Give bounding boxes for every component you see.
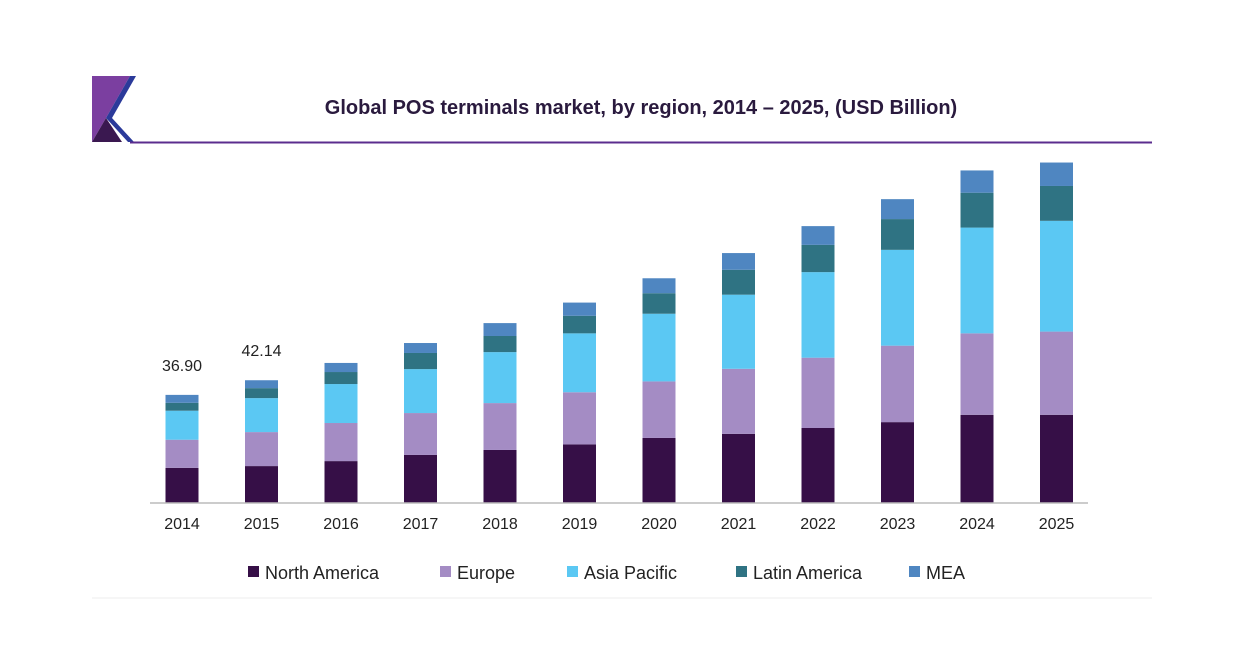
bar-segment-mea-2022 <box>801 226 835 245</box>
bar-segment-north-america-2020 <box>642 437 676 503</box>
x-tick-label: 2021 <box>721 516 757 533</box>
bar-segment-europe-2023 <box>881 345 914 423</box>
legend-label: Latin America <box>753 563 863 583</box>
bar-segment-asia-pacific-2016 <box>324 384 358 424</box>
bar-segment-north-america-2024 <box>960 414 994 503</box>
bar-segment-north-america-2023 <box>881 422 914 503</box>
bar-segment-europe-2025 <box>1040 331 1073 415</box>
bar-segment-latin-america-2015 <box>245 388 278 399</box>
bar-segment-mea-2024 <box>960 170 994 193</box>
bar-segment-mea-2020 <box>642 278 676 294</box>
bar-segment-asia-pacific-2017 <box>404 369 437 414</box>
bar-segment-north-america-2017 <box>404 454 437 503</box>
bar-segment-mea-2015 <box>245 380 278 389</box>
bar-segment-mea-2019 <box>563 302 596 316</box>
bar-segment-mea-2021 <box>722 253 755 270</box>
bar-segment-europe-2021 <box>722 368 755 434</box>
bar-segment-north-america-2018 <box>483 449 517 503</box>
bar-segment-europe-2014 <box>165 439 199 468</box>
x-tick-label: 2023 <box>880 516 916 533</box>
legend-swatch <box>440 566 451 577</box>
x-tick-label: 2017 <box>403 516 439 533</box>
x-tick-label: 2014 <box>164 516 200 533</box>
bar-segment-latin-america-2021 <box>722 269 755 295</box>
bar-segment-asia-pacific-2023 <box>881 249 914 346</box>
bar-segment-europe-2018 <box>483 403 517 450</box>
bar-segment-north-america-2019 <box>563 444 596 503</box>
bar-segment-europe-2015 <box>245 432 278 467</box>
legend-swatch <box>567 566 578 577</box>
bar-segment-asia-pacific-2022 <box>801 272 835 358</box>
legend-swatch <box>736 566 747 577</box>
x-tick-label: 2016 <box>323 516 359 533</box>
bar-segment-europe-2020 <box>642 381 676 438</box>
bar-segment-north-america-2014 <box>165 467 199 503</box>
bar-segment-europe-2016 <box>324 423 358 462</box>
bar-segment-latin-america-2016 <box>324 372 358 385</box>
data-label: 42.14 <box>241 343 281 360</box>
chart-title: Global POS terminals market, by region, … <box>325 97 957 119</box>
bar-segment-latin-america-2017 <box>404 352 437 370</box>
legend-label: Europe <box>457 563 515 583</box>
bar-segment-asia-pacific-2020 <box>642 313 676 382</box>
x-tick-label: 2024 <box>959 516 995 533</box>
legend-label: Asia Pacific <box>584 563 677 583</box>
bar-segment-asia-pacific-2024 <box>960 227 994 334</box>
x-tick-label: 2015 <box>244 516 280 533</box>
bar-segment-north-america-2016 <box>324 461 358 503</box>
bar-segment-europe-2019 <box>563 392 596 445</box>
data-label: 36.90 <box>162 358 202 375</box>
bar-segment-latin-america-2023 <box>881 219 914 250</box>
bar-segment-latin-america-2018 <box>483 335 517 353</box>
bar-segment-mea-2017 <box>404 343 437 353</box>
bar-segment-mea-2023 <box>881 199 914 220</box>
bar-segment-latin-america-2024 <box>960 192 994 228</box>
bar-segment-latin-america-2025 <box>1040 185 1073 221</box>
bar-segment-asia-pacific-2019 <box>563 333 596 393</box>
x-tick-label: 2020 <box>641 516 677 533</box>
bar-segment-asia-pacific-2021 <box>722 294 755 369</box>
legend-swatch <box>909 566 920 577</box>
legend-label: MEA <box>926 563 965 583</box>
x-tick-label: 2018 <box>482 516 518 533</box>
bar-segment-mea-2014 <box>165 394 199 403</box>
bar-segment-latin-america-2014 <box>165 402 199 411</box>
bar-segment-asia-pacific-2018 <box>483 352 517 404</box>
bar-segment-latin-america-2022 <box>801 244 835 273</box>
bar-segment-asia-pacific-2015 <box>245 398 278 433</box>
bar-segment-europe-2017 <box>404 413 437 455</box>
bar-segment-north-america-2025 <box>1040 414 1073 503</box>
bar-segment-latin-america-2020 <box>642 293 676 314</box>
x-tick-label: 2022 <box>800 516 836 533</box>
bar-segment-asia-pacific-2025 <box>1040 220 1073 332</box>
bar-segment-mea-2025 <box>1040 162 1073 186</box>
bar-segment-asia-pacific-2014 <box>165 410 199 440</box>
bar-segment-north-america-2022 <box>801 427 835 503</box>
bar-segment-mea-2018 <box>483 323 517 336</box>
bar-segment-latin-america-2019 <box>563 315 596 334</box>
x-tick-label: 2019 <box>562 516 598 533</box>
legend-label: North America <box>265 563 380 583</box>
legend-swatch <box>248 566 259 577</box>
bar-segment-europe-2022 <box>801 357 835 428</box>
bar-segment-north-america-2021 <box>722 433 755 503</box>
logo <box>92 76 136 142</box>
x-tick-label: 2025 <box>1039 516 1075 533</box>
bar-segment-mea-2016 <box>324 362 358 373</box>
bar-segment-north-america-2015 <box>245 466 278 503</box>
bar-segment-europe-2024 <box>960 333 994 415</box>
